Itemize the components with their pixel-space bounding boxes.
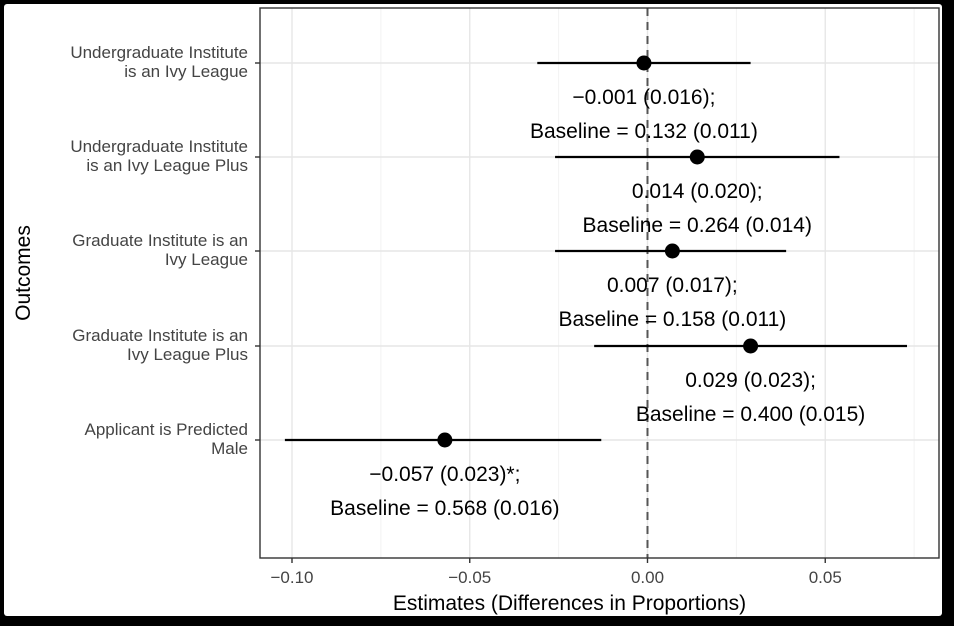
panel-border (259, 7, 940, 559)
outcome-label: Applicant is Predicted (85, 420, 248, 439)
estimate-annotation: Baseline = 0.568 (0.016) (330, 497, 559, 520)
estimate-annotation: 0.029 (0.023); (685, 369, 816, 392)
estimate-annotation: −0.001 (0.016); (572, 86, 715, 109)
estimate-annotation: Baseline = 0.158 (0.011) (558, 308, 786, 331)
outcome-label: Undergraduate Institute (70, 137, 248, 156)
estimate-annotation: Baseline = 0.264 (0.014) (583, 214, 812, 237)
estimate-annotation: 0.014 (0.020); (632, 180, 763, 203)
point-estimate (437, 432, 453, 448)
outcome-label: Undergraduate Institute (70, 43, 248, 62)
x-tick-label: −0.05 (448, 568, 491, 587)
outcome-label: Ivy League Plus (127, 345, 248, 364)
outcome-label: Ivy League (165, 250, 248, 269)
estimate-annotation: Baseline = 0.400 (0.015) (636, 403, 865, 426)
x-tick-label: −0.10 (270, 568, 313, 587)
outcome-label: is an Ivy League (124, 62, 248, 81)
x-tick-label: 0.00 (631, 568, 664, 587)
estimate-annotation: −0.057 (0.023)*; (369, 463, 520, 486)
outcome-label: Male (211, 439, 248, 458)
point-estimate (743, 338, 759, 354)
outcome-label: Graduate Institute is an (72, 231, 248, 250)
y-axis-title: Outcomes (12, 225, 35, 321)
x-tick-label: 0.05 (809, 568, 842, 587)
estimate-annotation: 0.007 (0.017); (607, 274, 738, 297)
point-estimate (689, 149, 705, 165)
point-estimate (636, 55, 652, 71)
x-axis-title: Estimates (Differences in Proportions) (393, 592, 746, 615)
outcome-label: Graduate Institute is an (72, 326, 248, 345)
point-estimate (664, 243, 680, 259)
outcome-label: is an Ivy League Plus (86, 156, 248, 175)
estimate-annotation: Baseline = 0.132 (0.011) (530, 120, 758, 143)
